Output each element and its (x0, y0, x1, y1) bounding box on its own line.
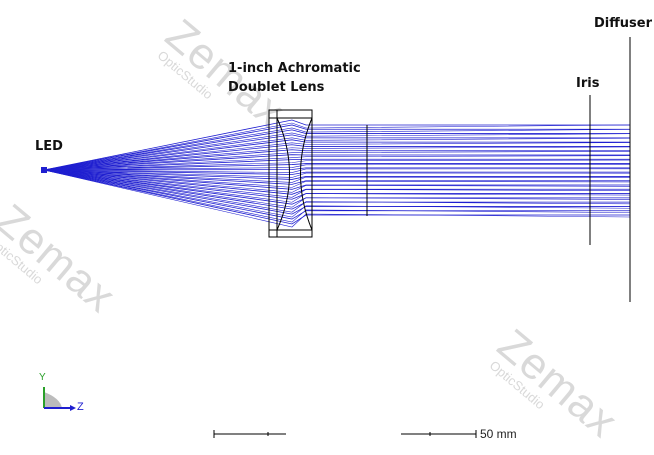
scale-bar-label: 50 mm (480, 427, 517, 441)
lens-label-line1: 1-inch Achromatic (228, 61, 361, 76)
ray (43, 155, 631, 171)
ray (43, 132, 631, 171)
ray (43, 169, 631, 198)
ray (43, 169, 631, 183)
z-axis-label: Z (77, 401, 84, 413)
led-label: LED (35, 139, 63, 154)
ray (43, 169, 631, 218)
ray (43, 169, 630, 215)
ray (43, 167, 630, 171)
ray (43, 169, 630, 180)
ray (43, 169, 630, 175)
ray (43, 144, 630, 171)
ray (43, 122, 631, 171)
ray (43, 150, 631, 171)
ray (43, 169, 631, 188)
ray-trace-svg (41, 37, 631, 438)
ray (43, 134, 630, 171)
ray (43, 137, 631, 171)
ray (43, 169, 631, 178)
ray (43, 169, 630, 225)
ray (43, 169, 631, 208)
ray (43, 169, 630, 190)
ray (43, 169, 630, 205)
ray (43, 169, 631, 223)
ray (43, 169, 630, 200)
ray (43, 169, 630, 220)
axis-triad-shade (44, 392, 62, 408)
ray (43, 158, 630, 171)
ray (43, 169, 630, 185)
ray (43, 129, 630, 171)
ray (43, 142, 631, 171)
ray (43, 154, 630, 171)
ray (43, 124, 630, 171)
led-source (41, 167, 47, 173)
ray (43, 159, 631, 171)
y-axis-label: Y (39, 372, 46, 383)
scale-bar (213, 430, 477, 438)
ray (43, 169, 631, 213)
ray (43, 169, 631, 228)
ray (43, 139, 630, 171)
axis-triad (43, 387, 76, 411)
ray (43, 164, 631, 171)
ray-bundle (43, 119, 631, 228)
ray (43, 163, 630, 171)
ray (43, 168, 631, 173)
achromatic-doublet-lens (268, 109, 313, 238)
lens-label-line2: Doublet Lens (228, 80, 325, 95)
iris-label: Iris (576, 76, 600, 91)
ray (43, 169, 630, 195)
ray (43, 119, 630, 171)
diffuser-label: Diffuser (594, 16, 652, 31)
ray (43, 127, 631, 171)
ray (43, 146, 631, 171)
optical-layout-diagram: Zemax OpticStudio Zemax OpticStudio Zemax O… (0, 10, 652, 447)
ray (43, 149, 630, 171)
ray (43, 169, 630, 210)
ray (43, 169, 631, 203)
ray (43, 169, 631, 193)
